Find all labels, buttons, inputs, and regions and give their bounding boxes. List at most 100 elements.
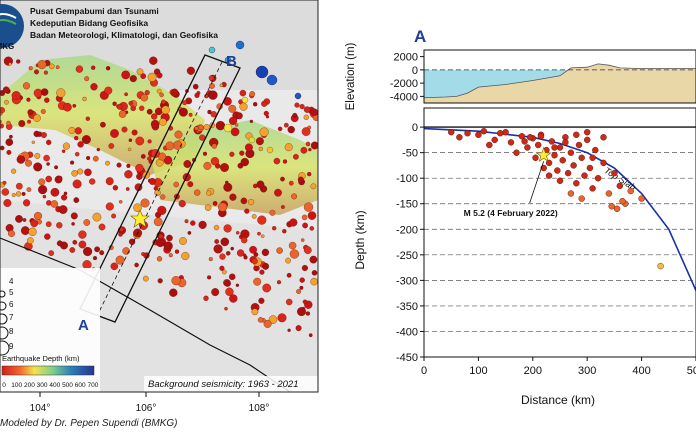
map-quake-dot: [100, 121, 106, 128]
map-quake-dot: [251, 308, 259, 316]
map-quake-dot: [71, 222, 75, 226]
map-quake-dot: [4, 99, 9, 105]
map-quake-dot: [168, 253, 173, 258]
map-quake-dot: [33, 162, 43, 172]
map-quake-dot: [26, 97, 31, 102]
map-quake-dot: [174, 249, 180, 254]
map-quake-dot: [28, 66, 33, 71]
map-quake-dot: [268, 315, 278, 324]
map-quake-dot: [44, 97, 50, 103]
map-quake-dot: [56, 240, 63, 247]
event-point: [526, 134, 534, 141]
depth-tick-label: -100: [396, 173, 418, 185]
map-quake-dot: [248, 199, 255, 206]
map-quake-dot: [187, 181, 194, 188]
map-quake-dot: [121, 70, 131, 80]
map-deep-quake-dot: [294, 92, 302, 100]
map-quake-dot: [159, 118, 167, 126]
map-quake-dot: [38, 185, 48, 195]
map-quake-dot: [89, 178, 96, 185]
map-quake-dot: [72, 179, 82, 189]
map-quake-dot: [121, 126, 128, 133]
event-point: [600, 159, 607, 167]
map-quake-dot: [27, 237, 34, 244]
map-quake-dot: [105, 177, 114, 186]
map-quake-dot: [244, 208, 250, 214]
map-quake-dot: [83, 246, 93, 257]
event-point: [616, 182, 623, 190]
map-quake-dot: [241, 237, 248, 244]
map-quake-dot: [78, 230, 87, 239]
map-quake-dot: [183, 160, 192, 168]
event-point: [586, 164, 594, 172]
map-quake-dot: [209, 83, 215, 89]
elevation-tick-label: 0: [412, 65, 418, 77]
map-quake-dot: [204, 204, 212, 211]
map-quake-dot: [9, 134, 13, 139]
map-quake-dot: [253, 252, 259, 257]
map-quake-dot: [240, 157, 249, 167]
map-quake-dot: [253, 102, 258, 107]
mainshock-star: [130, 209, 150, 228]
map-quake-dot: [301, 214, 308, 221]
map-quake-dot: [69, 247, 76, 253]
map-quake-dot: [235, 123, 239, 127]
map-quake-dot: [235, 283, 240, 287]
map-quake-dot: [239, 102, 248, 111]
cross-section-line: [96, 61, 223, 317]
map-quake-dot: [208, 75, 215, 81]
map-quake-dot: [63, 102, 72, 112]
map-quake-dot: [99, 250, 105, 256]
lon-tick-label: 104°: [30, 403, 51, 414]
depth-scale-label: 300: [37, 382, 48, 389]
map-quake-dot: [34, 69, 39, 75]
map-quake-dot: [228, 273, 236, 281]
map-quake-dot: [260, 234, 265, 238]
map-quake-dot: [230, 246, 234, 251]
map-quake-dot: [157, 205, 167, 215]
event-point: [524, 144, 531, 151]
map-quake-dot: [49, 63, 55, 70]
map-quake-dot: [258, 146, 263, 152]
map-quake-dot: [11, 193, 16, 197]
event-point: [613, 205, 621, 213]
event-point: [581, 172, 588, 179]
map-deep-quake-dot: [266, 74, 278, 86]
map-quake-dot: [84, 168, 92, 177]
map-quake-dot: [5, 138, 14, 146]
map-quake-dot: [43, 154, 50, 162]
map-quake-dot: [15, 191, 22, 197]
event-point: [447, 128, 455, 136]
event-point: [575, 141, 583, 149]
map-quake-dot: [184, 219, 189, 224]
map-quake-dot: [276, 280, 282, 285]
map-quake-dot: [40, 109, 46, 114]
map-quake-dot: [86, 155, 91, 161]
map-quake-dot: [25, 159, 32, 167]
map-quake-dot: [165, 141, 175, 151]
magnitude-legend: 4 5 6 7 8 9: [0, 277, 14, 356]
map-quake-dot: [203, 295, 209, 301]
map-quake-dot: [134, 262, 139, 268]
map-quake-dot: [166, 234, 173, 242]
map-quake-dot: [240, 197, 248, 205]
map-quake-dot: [108, 143, 115, 149]
map-quake-dot: [263, 110, 269, 116]
map-quake-dot: [11, 91, 21, 101]
map-quake-dot: [22, 82, 31, 90]
map-quake-dot: [235, 112, 243, 120]
map-quake-dot: [118, 200, 123, 204]
event-point: [573, 131, 580, 139]
event-point: [573, 180, 580, 187]
map-quake-dot: [81, 135, 91, 145]
map-quake-dot: [297, 176, 304, 183]
map-quake-dot: [56, 175, 63, 182]
map-quake-dot: [74, 127, 82, 135]
map-quake-dot: [194, 92, 200, 98]
map-quake-dot: [27, 119, 32, 124]
map-quake-dot: [124, 170, 133, 179]
event-point: [551, 144, 558, 151]
distance-tick-label: 300: [578, 365, 596, 377]
event-point: [556, 177, 564, 185]
